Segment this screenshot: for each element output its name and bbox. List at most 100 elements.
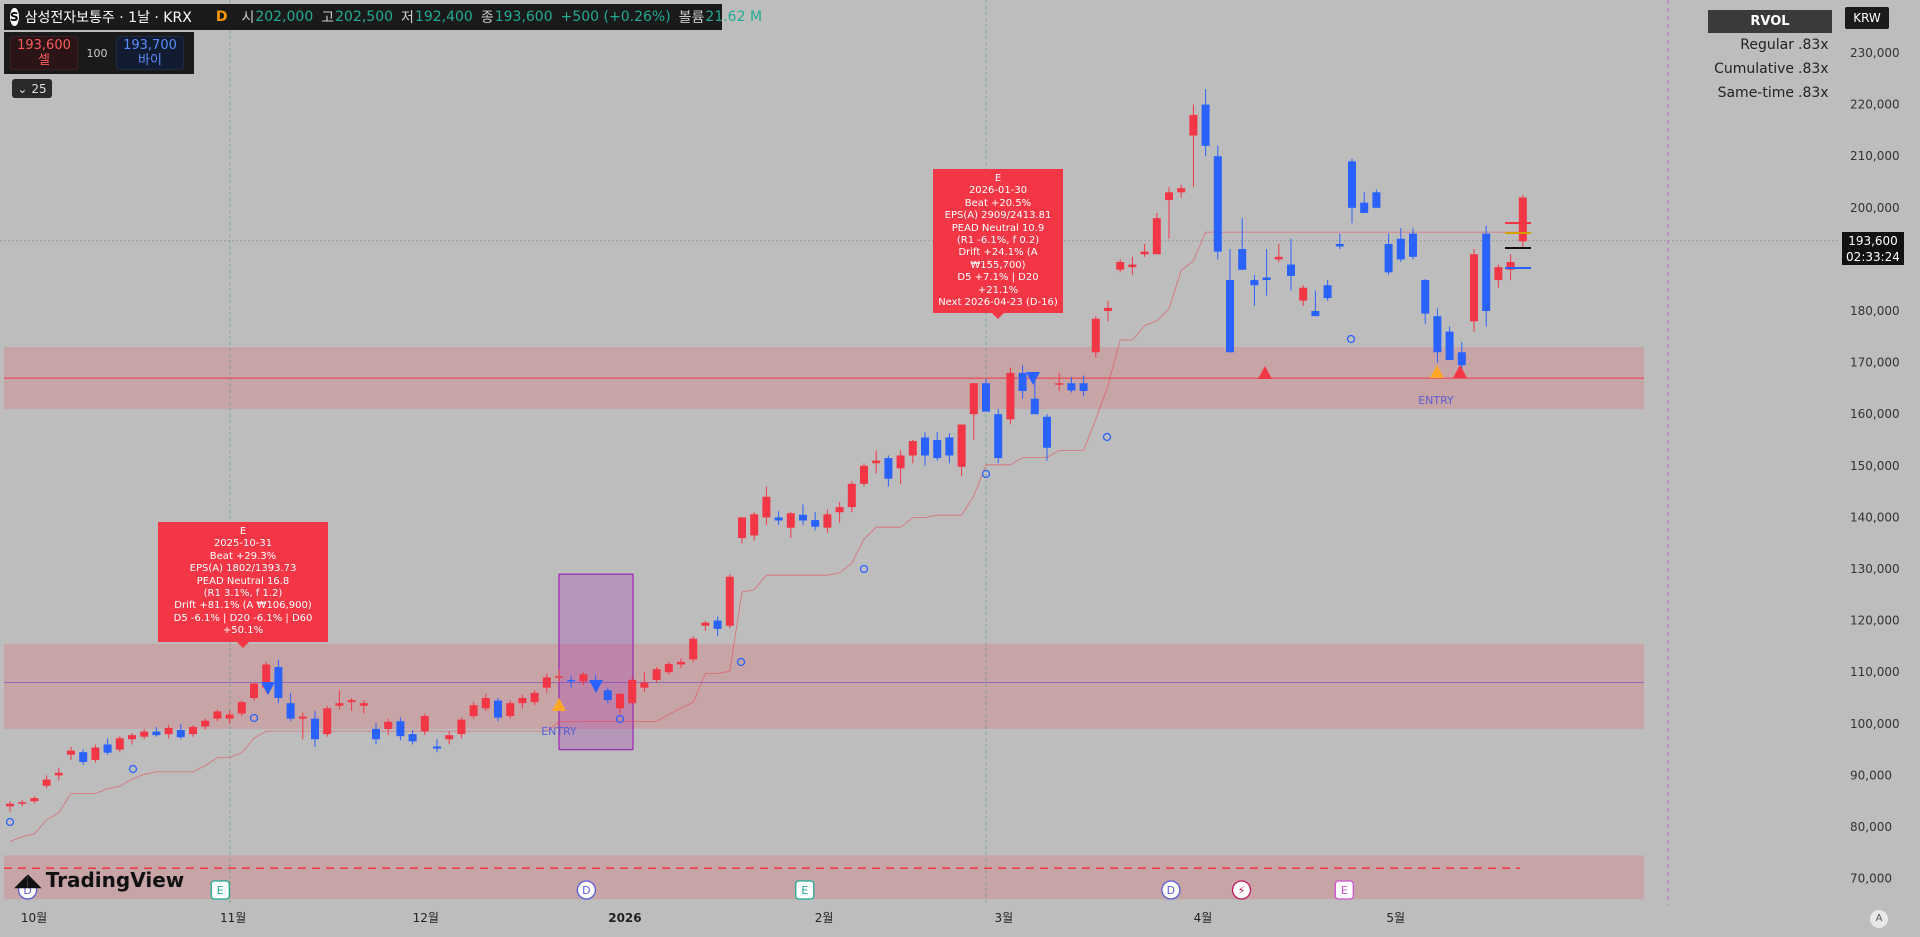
bar-countdown: 02:33:24 bbox=[1846, 250, 1900, 264]
candle-body bbox=[225, 714, 234, 719]
candle-body bbox=[54, 772, 63, 776]
candle-body bbox=[1482, 233, 1491, 311]
candle bbox=[786, 512, 795, 539]
candle bbox=[1445, 326, 1454, 361]
rvol-row-value: .83x bbox=[1798, 37, 1829, 53]
candle-body bbox=[847, 483, 856, 508]
rvol-row-label: Same-time bbox=[1717, 85, 1794, 101]
candle-body bbox=[1091, 318, 1100, 353]
candle bbox=[384, 718, 393, 736]
candle-body bbox=[335, 703, 344, 706]
quantity-field[interactable]: 100 bbox=[86, 46, 108, 60]
candle-body bbox=[616, 693, 624, 709]
candle-body bbox=[677, 661, 685, 665]
annotation-line: EPS(A) 1802/1393.73 bbox=[189, 563, 297, 575]
y-tick-label: 130,000 bbox=[1850, 562, 1900, 576]
pivot-circle-icon bbox=[736, 657, 746, 667]
candle bbox=[1189, 104, 1198, 188]
candle-body bbox=[1043, 416, 1051, 448]
pivot-circle-icon bbox=[5, 817, 15, 827]
candle-body bbox=[518, 698, 527, 704]
candle-body bbox=[481, 698, 490, 709]
high-value: 202,500 bbox=[335, 9, 394, 25]
symbol-title[interactable]: 삼성전자보통주 · 1날 · KRX bbox=[24, 10, 192, 26]
candle-body bbox=[1348, 161, 1356, 208]
candle bbox=[542, 673, 551, 693]
candle bbox=[1396, 228, 1405, 262]
annotation-line: D5 -6.1% | D20 -6.1% | D60 +50.1% bbox=[173, 612, 313, 637]
candle-body bbox=[115, 738, 124, 750]
currency-button[interactable]: KRW bbox=[1845, 7, 1889, 29]
candle-body bbox=[323, 708, 332, 735]
candle-body bbox=[250, 683, 258, 698]
candle bbox=[152, 726, 161, 737]
change-value: +500 (+0.26%) bbox=[560, 9, 671, 25]
candle bbox=[1213, 145, 1222, 260]
candle-body bbox=[689, 638, 698, 660]
rvol-row: Regular .83x bbox=[1708, 33, 1832, 57]
y-tick-label: 100,000 bbox=[1850, 717, 1900, 731]
candle bbox=[494, 698, 502, 722]
last-price-tag: 193,600 02:33:24 bbox=[1842, 232, 1904, 265]
y-tick-label: 70,000 bbox=[1850, 872, 1892, 886]
candle bbox=[1043, 414, 1051, 461]
pivot-circle-icon bbox=[249, 713, 259, 723]
annotation-line: Drift +81.1% (A ₩106,900) bbox=[174, 600, 312, 612]
candle-body bbox=[1177, 188, 1186, 193]
candle bbox=[1433, 308, 1442, 363]
candle-body bbox=[1457, 352, 1466, 366]
event-marker: D bbox=[17, 880, 38, 900]
y-tick-label: 140,000 bbox=[1850, 510, 1900, 524]
candle bbox=[140, 728, 149, 740]
earnings-annotation[interactable]: E 2026-01-30 Beat +20.5% EPS(A) 2909/2413.8… bbox=[933, 169, 1063, 320]
tradingview-logo[interactable]: ◢◣ TradingView bbox=[14, 868, 184, 892]
y-tick-label: 200,000 bbox=[1850, 201, 1900, 215]
candle bbox=[567, 676, 576, 688]
candle-body bbox=[30, 798, 39, 802]
pivot-circle-icon bbox=[1346, 334, 1356, 344]
symbol-header[interactable]: S 삼성전자보통주 · 1날 · KRX D 시 202,000 고 202,500… bbox=[4, 4, 762, 30]
auto-scale-button[interactable]: A bbox=[1870, 910, 1888, 928]
candle bbox=[201, 718, 210, 730]
earnings-event-icon bbox=[1334, 880, 1354, 900]
candle-body bbox=[420, 716, 429, 732]
candle-body bbox=[1226, 280, 1234, 353]
buy-button[interactable]: 193,700 바이 bbox=[116, 36, 184, 70]
volume-label: 볼륨 bbox=[678, 10, 705, 26]
earnings-annotation[interactable]: E 2025-10-31 Beat +29.3% EPS(A) 1802/1393.7… bbox=[158, 522, 328, 648]
long-entry-marker-icon bbox=[552, 698, 566, 711]
candle-body bbox=[921, 437, 929, 456]
candle bbox=[677, 658, 685, 669]
candle bbox=[1006, 367, 1015, 425]
candle bbox=[1335, 233, 1344, 250]
candle bbox=[176, 723, 185, 740]
candle bbox=[433, 739, 441, 753]
candle bbox=[823, 509, 832, 533]
long-signal-marker-icon bbox=[1453, 365, 1467, 378]
annotation-line: Beat +29.3% bbox=[209, 550, 277, 562]
candle-body bbox=[152, 731, 161, 736]
candle bbox=[847, 481, 856, 513]
candle-body bbox=[530, 692, 539, 703]
event-marker: E bbox=[795, 880, 815, 900]
candle bbox=[1091, 316, 1100, 358]
trailing-stop-line bbox=[9, 231, 1523, 842]
candle bbox=[335, 690, 344, 710]
candle-body bbox=[1238, 249, 1247, 270]
candle-body bbox=[603, 690, 612, 701]
candle-body bbox=[457, 719, 466, 735]
candle-body bbox=[1116, 261, 1125, 270]
candle bbox=[164, 724, 173, 739]
candle-body bbox=[1152, 218, 1161, 255]
y-tick-label: 170,000 bbox=[1850, 356, 1900, 370]
candle bbox=[469, 702, 478, 719]
indicators-toggle-button[interactable]: ⌄ 25 bbox=[12, 79, 52, 98]
rvol-row-label: Cumulative bbox=[1714, 61, 1794, 77]
event-marker: D bbox=[1161, 880, 1181, 900]
candle bbox=[835, 501, 844, 523]
candle bbox=[1104, 300, 1112, 322]
sell-button[interactable]: 193,600 셀 bbox=[10, 36, 78, 70]
rvol-row-value: .83x bbox=[1798, 85, 1829, 101]
candle bbox=[506, 700, 515, 719]
